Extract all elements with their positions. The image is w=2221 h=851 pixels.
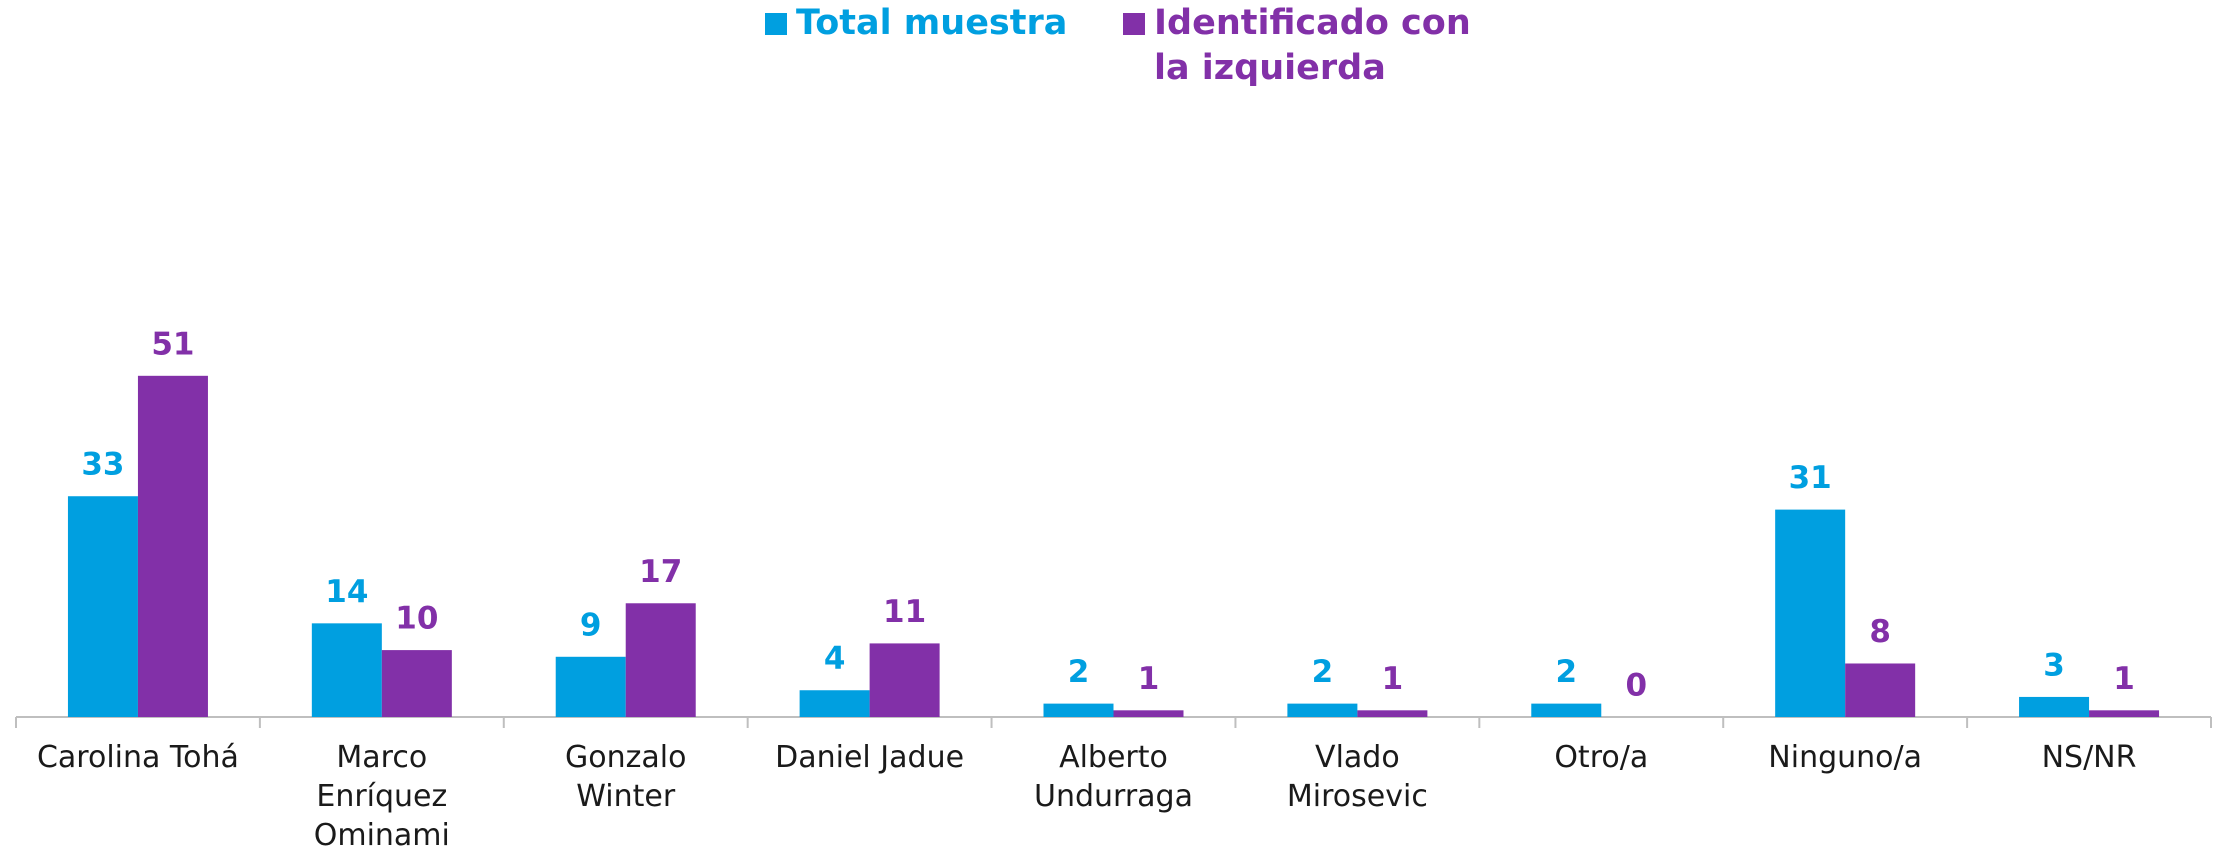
legend-label: Identificado con la izquierda <box>1154 3 1471 88</box>
bar <box>2019 696 2090 717</box>
x-tick-label: Carolina Tohá <box>36 740 239 775</box>
x-tick-label: Alberto Undurraga <box>1033 740 1193 814</box>
data-label: 2 <box>1555 654 1577 690</box>
bar <box>381 650 452 717</box>
bar <box>869 643 940 717</box>
data-label: 10 <box>395 601 438 637</box>
bar <box>2089 710 2160 717</box>
legend-swatch <box>765 13 787 35</box>
data-label: 31 <box>1789 460 1832 496</box>
legend-label: Total muestra <box>796 3 1068 43</box>
bar <box>1287 703 1358 717</box>
data-label: 2 <box>1068 654 1090 690</box>
data-label: 51 <box>151 326 194 362</box>
data-label: 33 <box>81 447 124 483</box>
x-tick-label: Ninguno/a <box>1768 740 1923 775</box>
data-label: 11 <box>883 594 926 630</box>
bar <box>137 375 208 717</box>
bar <box>1531 703 1602 717</box>
bar <box>311 623 382 717</box>
x-tick-label: Daniel Jadue <box>775 740 965 775</box>
bar <box>1775 509 1846 717</box>
bar <box>1113 710 1184 717</box>
bar <box>555 656 626 717</box>
bar <box>1043 703 1114 717</box>
bar <box>625 603 696 717</box>
data-label: 14 <box>325 574 368 610</box>
bar <box>799 690 870 717</box>
bar <box>1845 663 1916 717</box>
x-tick-label: Gonzalo Winter <box>564 740 687 814</box>
bar <box>1357 710 1428 717</box>
data-label: 17 <box>639 554 682 590</box>
x-tick-label: Marco Enríquez Ominami <box>313 740 450 851</box>
x-tick-label: Otro/a <box>1554 740 1649 775</box>
bar <box>67 496 138 717</box>
data-label: 3 <box>2043 647 2065 683</box>
data-label: 2 <box>1312 654 1334 690</box>
data-label: 4 <box>824 641 846 677</box>
data-label: 0 <box>1625 668 1647 704</box>
data-label: 1 <box>1382 661 1404 697</box>
legend-swatch <box>1123 13 1145 35</box>
data-label: 8 <box>1869 614 1891 650</box>
data-label: 9 <box>580 607 602 643</box>
data-label: 1 <box>1138 661 1160 697</box>
x-tick-label: NS/NR <box>2041 740 2137 775</box>
x-tick-label: Vlado Mirosevic <box>1286 740 1428 814</box>
data-label: 1 <box>2113 661 2135 697</box>
